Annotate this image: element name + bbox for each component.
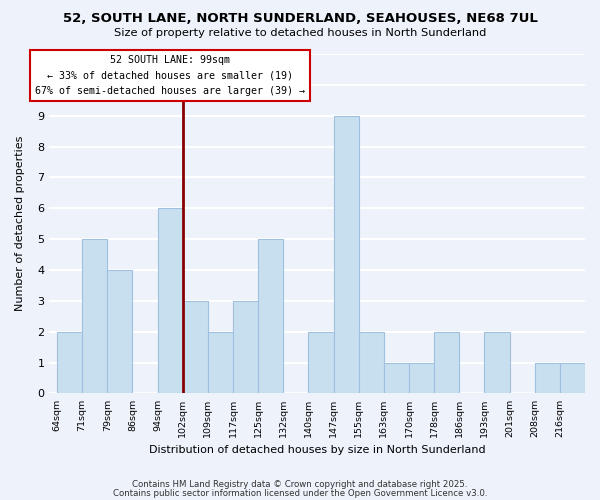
Bar: [208, 332, 233, 394]
Bar: [258, 239, 283, 394]
Bar: [409, 362, 434, 394]
Bar: [158, 208, 182, 394]
Bar: [182, 301, 208, 394]
Bar: [334, 116, 359, 394]
Bar: [384, 362, 409, 394]
Bar: [484, 332, 509, 394]
Bar: [57, 332, 82, 394]
Bar: [82, 239, 107, 394]
Bar: [535, 362, 560, 394]
Bar: [107, 270, 133, 394]
Text: Contains public sector information licensed under the Open Government Licence v3: Contains public sector information licen…: [113, 488, 487, 498]
Y-axis label: Number of detached properties: Number of detached properties: [15, 136, 25, 312]
Text: 52, SOUTH LANE, NORTH SUNDERLAND, SEAHOUSES, NE68 7UL: 52, SOUTH LANE, NORTH SUNDERLAND, SEAHOU…: [62, 12, 538, 26]
Bar: [434, 332, 459, 394]
Text: Size of property relative to detached houses in North Sunderland: Size of property relative to detached ho…: [114, 28, 486, 38]
Bar: [560, 362, 585, 394]
Text: 52 SOUTH LANE: 99sqm
← 33% of detached houses are smaller (19)
67% of semi-detac: 52 SOUTH LANE: 99sqm ← 33% of detached h…: [35, 55, 305, 96]
Bar: [308, 332, 334, 394]
Bar: [233, 301, 258, 394]
X-axis label: Distribution of detached houses by size in North Sunderland: Distribution of detached houses by size …: [149, 445, 485, 455]
Bar: [359, 332, 384, 394]
Text: Contains HM Land Registry data © Crown copyright and database right 2025.: Contains HM Land Registry data © Crown c…: [132, 480, 468, 489]
